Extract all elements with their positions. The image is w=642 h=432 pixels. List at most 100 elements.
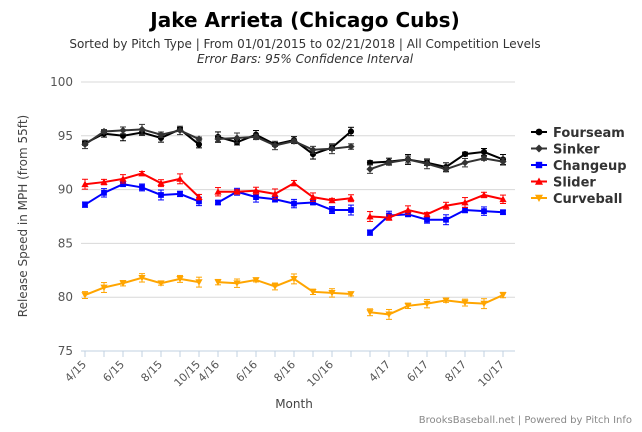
x-tick-label: 6/16 bbox=[233, 358, 260, 385]
x-axis: 4/15 6/15 8/15 10/154/16 6/16 8/16 10/16 4/17 6/… bbox=[62, 350, 515, 390]
legend-label-fourseam: Fourseam bbox=[553, 126, 625, 141]
sinker-point bbox=[100, 127, 108, 136]
curveball-point bbox=[290, 276, 298, 283]
legend-label-curveball: Curveball bbox=[553, 192, 623, 207]
sinker-point bbox=[233, 134, 241, 142]
sinker-point bbox=[461, 159, 469, 167]
curveball-point bbox=[100, 284, 108, 292]
curveball-point bbox=[366, 309, 374, 316]
curveball-point bbox=[233, 280, 241, 287]
changeup-point bbox=[177, 191, 183, 197]
series-curveball bbox=[81, 273, 507, 320]
changeup-point bbox=[367, 229, 373, 236]
slider-point bbox=[233, 188, 241, 195]
fourseam-point bbox=[347, 128, 355, 135]
sinker-point bbox=[328, 145, 336, 153]
chart-subtitle: Sorted by Pitch Type | From 01/01/2015 t… bbox=[69, 37, 540, 51]
curveball-point bbox=[328, 290, 336, 297]
slider-point bbox=[442, 202, 450, 209]
slider-point bbox=[309, 193, 317, 201]
y-tick-label: 95 bbox=[58, 129, 73, 143]
chart-subtitle-error-bars: Error Bars: 95% Confidence Interval bbox=[197, 52, 414, 66]
y-tick-label: 85 bbox=[58, 236, 73, 250]
slider-point bbox=[347, 194, 355, 202]
legend-item-slider[interactable]: Slider bbox=[531, 176, 596, 191]
sinker-point bbox=[290, 137, 298, 145]
slider-point bbox=[271, 190, 279, 197]
sinker-point bbox=[157, 131, 165, 139]
curveball-point bbox=[81, 292, 89, 299]
legend-item-changeup[interactable]: Changeup bbox=[531, 159, 627, 174]
sinker-point bbox=[309, 146, 317, 154]
x-tick-label: 8/15 bbox=[138, 358, 165, 385]
changeup-point bbox=[424, 216, 430, 223]
slider-point bbox=[100, 178, 108, 185]
changeup-line bbox=[217, 190, 351, 212]
fourseam-point bbox=[309, 151, 317, 158]
legend-label-sinker: Sinker bbox=[553, 143, 600, 158]
changeup-point bbox=[291, 200, 297, 207]
legend-marker-fourseam bbox=[535, 128, 543, 136]
curveball-point bbox=[423, 300, 431, 308]
changeup-point bbox=[120, 181, 126, 188]
curveball-point bbox=[385, 311, 393, 319]
fourseam-point bbox=[195, 141, 203, 148]
sinker-point bbox=[404, 155, 412, 164]
slider-point bbox=[138, 169, 146, 177]
sinker-point bbox=[176, 126, 184, 135]
curveball-line bbox=[217, 277, 352, 295]
sinker-point bbox=[195, 135, 203, 143]
series-slider bbox=[81, 169, 507, 222]
y-tick-label: 100 bbox=[50, 75, 73, 89]
changeup-point bbox=[158, 192, 164, 198]
slider-point bbox=[499, 195, 507, 203]
slider-point bbox=[461, 198, 469, 206]
fourseam-point bbox=[480, 148, 488, 155]
changeup-point bbox=[139, 184, 145, 191]
changeup-point bbox=[253, 194, 259, 201]
x-tick-label: 8/17 bbox=[442, 358, 469, 385]
curveball-point bbox=[138, 274, 146, 282]
x-tick-label: 4/15 bbox=[62, 358, 89, 385]
slider-point bbox=[366, 212, 374, 220]
sinker-point bbox=[81, 140, 89, 149]
changeup-line bbox=[369, 209, 504, 234]
slider-point bbox=[423, 210, 431, 218]
legend-marker-curveball bbox=[535, 194, 543, 202]
grid-lines: 75 80 85 90 95 100 bbox=[50, 75, 515, 358]
sinker-point bbox=[366, 165, 374, 173]
x-tick-label: 10/17 bbox=[476, 358, 508, 390]
curveball-point bbox=[347, 291, 355, 298]
changeup-point bbox=[82, 201, 88, 208]
fourseam-point bbox=[366, 159, 374, 166]
slider-line bbox=[218, 181, 352, 202]
legend-item-sinker[interactable]: Sinker bbox=[531, 143, 600, 158]
chart-title: Jake Arrieta (Chicago Cubs) bbox=[148, 8, 459, 32]
slider-point bbox=[290, 179, 298, 187]
slider-point bbox=[195, 193, 203, 201]
changeup-point bbox=[196, 198, 202, 205]
curveball-point bbox=[461, 299, 469, 307]
x-tick-label: 4/16 bbox=[195, 358, 222, 385]
changeup-point bbox=[310, 199, 316, 206]
chart-credit: BrooksBaseball.net | Powered by Pitch In… bbox=[419, 415, 632, 426]
curveball-point bbox=[442, 297, 450, 305]
curveball-point bbox=[176, 276, 184, 283]
legend-label-changeup: Changeup bbox=[553, 159, 627, 174]
sinker-line bbox=[369, 157, 504, 171]
changeup-point bbox=[215, 199, 221, 206]
legend-marker-slider bbox=[535, 177, 543, 185]
legend-item-fourseam[interactable]: Fourseam bbox=[531, 126, 625, 141]
x-tick-label: 8/16 bbox=[271, 358, 298, 385]
curveball-point bbox=[404, 302, 412, 310]
legend-item-curveball[interactable]: Curveball bbox=[531, 192, 623, 207]
curveball-point bbox=[480, 300, 488, 308]
sinker-point bbox=[347, 142, 355, 151]
curveball-point bbox=[119, 280, 127, 287]
x-tick-label: 4/17 bbox=[366, 358, 393, 385]
sinker-point bbox=[119, 126, 127, 135]
legend-marker-changeup bbox=[535, 161, 543, 169]
